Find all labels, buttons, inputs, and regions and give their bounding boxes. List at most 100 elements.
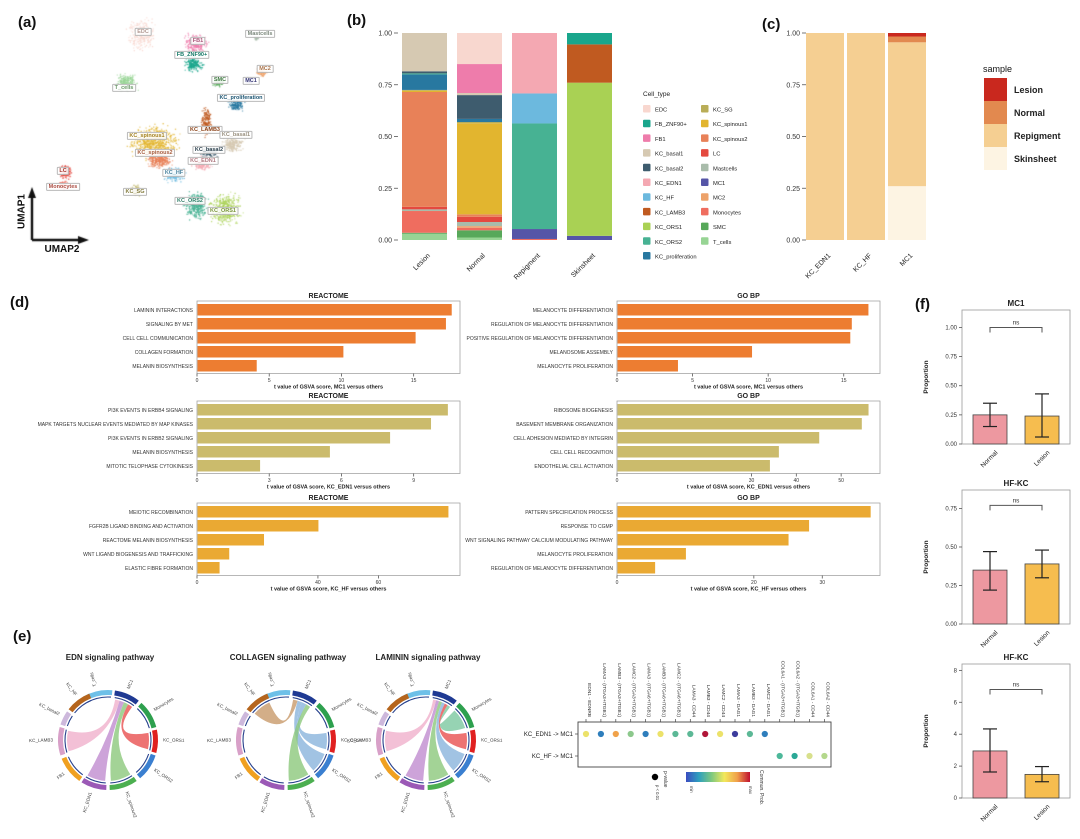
chord-segment [287, 776, 315, 790]
x-tick-label: 5 [268, 378, 271, 384]
legend-label: KC_basal2 [655, 166, 683, 172]
x-tick-label: 50 [838, 478, 844, 484]
legend-swatch [984, 124, 1007, 147]
inner-track [110, 775, 133, 784]
plot-border [616, 300, 881, 374]
gsva-reactome-mc1: REACTOME LAMININ INTERACTIONS SIGNALING BY… [123, 293, 461, 391]
bar-label: LAMININ INTERACTIONS [134, 308, 194, 314]
umap-cluster-label: MC2 [256, 64, 274, 74]
y-tick-label: 1.00 [786, 31, 800, 38]
umap-cluster-label: KC_SG [123, 187, 147, 197]
bar [197, 418, 432, 430]
y-tick-label: 0.50 [378, 134, 392, 141]
legend-swatch [701, 134, 709, 142]
legend-label: KC_ORS1 [655, 225, 682, 231]
significance-bracket [989, 326, 1043, 333]
column-label: LAMC2 - (ITGA3+ITGB1) [631, 663, 637, 717]
umap2-axis-label: UMAP2 [44, 244, 80, 255]
stack-segment [402, 91, 447, 207]
bar-label: CELL CELL COMMUNICATION [123, 336, 194, 342]
plot-border [961, 663, 1071, 799]
bar [197, 460, 261, 472]
segment-label: KC_EDN1 [260, 791, 271, 813]
chord-segment [456, 702, 475, 729]
legend-label: KC_EDN1 [655, 181, 682, 187]
bar-label: FGFR2B LIGAND BINDING AND ACTIVATION [89, 524, 193, 530]
bar-label: MELANOCYTE PROLIFERATION [537, 552, 613, 558]
category-label: MC1 [899, 252, 914, 267]
stack-segment [457, 214, 502, 217]
bar [197, 548, 230, 560]
bar-label: MELANIN BIOSYNTHESIS [132, 450, 193, 456]
legend-label: LC [713, 152, 720, 158]
lr-dot [702, 730, 709, 738]
stack-segment [457, 216, 502, 222]
x-tick-label: 15 [841, 378, 847, 384]
column-label: COL6A1 - (ITGA3+ITGB1) [780, 661, 786, 718]
celltype-proportion-stacked-bar: 0.00 0.25 0.50 0.75 1.00 Lesion Normal Repigmen… [378, 31, 747, 282]
pvalue-threshold-label: p < 0.01 [655, 785, 660, 801]
segment-label: FB1 [56, 771, 66, 780]
plot-border [196, 300, 461, 374]
legend-label: FB_ZNF90+ [655, 122, 687, 128]
x-tick-label: 20 [751, 580, 757, 586]
stack-segment [512, 229, 557, 239]
chord-segment [376, 727, 384, 756]
legend-label: Monocytes [713, 210, 741, 216]
category-label: Repigment [513, 252, 542, 281]
chord-segment [58, 727, 66, 756]
bar-label: CELL CELL RECOGNITION [550, 450, 613, 456]
bar-label: ELASTIC FIBRE FORMATION [125, 566, 193, 572]
lr-dot [746, 730, 753, 738]
bar-label: SIGNALING BY MET [146, 322, 193, 328]
inner-track [245, 756, 262, 776]
x-tick-label: 10 [765, 378, 771, 384]
x-tick-label: 30 [749, 478, 755, 484]
significance-label: ns [1013, 497, 1021, 504]
segment-label: MC1 [126, 678, 135, 689]
segment-label: KC_ORS1 [481, 737, 503, 743]
legend-swatch [701, 222, 709, 231]
row-label: KC_HF -> MC1 [532, 754, 574, 760]
stack-segment [402, 211, 447, 233]
chord-segment [427, 776, 455, 790]
y-tick-label: 0.50 [945, 545, 957, 551]
chord-title: EDN signaling pathway [66, 653, 155, 662]
bar [617, 318, 852, 330]
x-tick-label: 9 [412, 478, 415, 484]
stack-segment [457, 221, 502, 227]
bar-label: MELANIN BIOSYNTHESIS [132, 364, 193, 370]
segment-label: KC_spinous2 [303, 791, 317, 819]
bar [617, 404, 869, 416]
lr-dot [612, 730, 619, 738]
chart-title: REACTOME [309, 293, 349, 300]
bar-label: COLLAGEN FORMATION [135, 350, 194, 356]
y-tick-label: 0.25 [378, 186, 392, 193]
chord-ribbon [288, 704, 311, 781]
segment-label: KC_spinous2 [125, 791, 139, 819]
y-axis-label: Proportion [923, 360, 930, 393]
inner-track [384, 715, 391, 727]
chord-segment [114, 690, 139, 705]
legend-label: MC1 [713, 181, 725, 187]
legend-swatch [984, 78, 1007, 101]
umap-cluster-label: FB_ZNF90+ [174, 50, 210, 60]
segment-label: KC_ORS1 [341, 737, 363, 743]
chord-ribbon [428, 701, 449, 781]
legend-swatch [701, 119, 709, 128]
bar-label: POSITIVE REGULATION OF MELANOCYTE DIFFER… [467, 336, 614, 342]
umap-scatter-plot [8, 8, 338, 288]
gsva-gobp-kc-edn1: GO BP RIBOSOME BIOGENESIS BASEMENT MEMBRAN… [513, 393, 881, 491]
y-tick-label: 2 [954, 764, 958, 770]
stack-segment [512, 238, 557, 240]
pvalue-legend-label: p-value [662, 771, 668, 788]
bar-label: MITOTIC TELOPHASE CYTOKINESIS [106, 464, 193, 470]
column-label: EDN1 - EDNRB [586, 683, 592, 717]
legend-swatch [643, 222, 651, 231]
colorbar-min-label: min [689, 786, 694, 793]
legend-title: Cell_type [643, 91, 670, 98]
significance-label: ns [1013, 319, 1021, 326]
chord-title: COLLAGEN signaling pathway [230, 653, 347, 662]
